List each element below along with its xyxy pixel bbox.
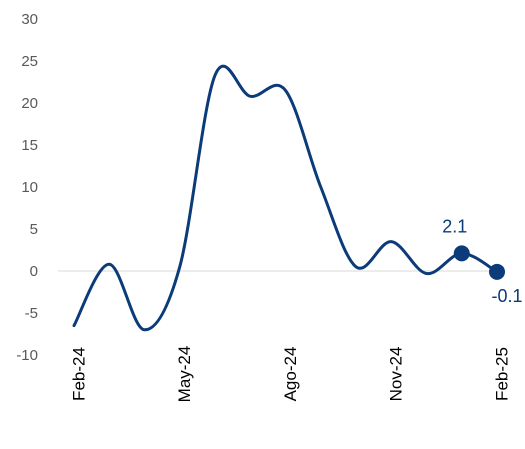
- data-point: [453, 245, 470, 262]
- x-tick-label: Ago-24: [281, 347, 300, 402]
- x-tick-label: Feb-25: [492, 347, 511, 401]
- data-point: [489, 263, 505, 280]
- y-tick-label: 15: [21, 137, 38, 154]
- y-tick-label: 20: [21, 95, 38, 112]
- x-tick-label: May-24: [175, 346, 194, 403]
- y-tick-label: 25: [21, 53, 38, 70]
- y-tick-label: -5: [25, 305, 38, 322]
- series-line-0: [72, 64, 499, 332]
- y-tick-label: 0: [30, 263, 38, 280]
- y-tick-label: 5: [30, 221, 38, 238]
- x-tick-label: Nov-24: [387, 347, 406, 402]
- y-tick-label: 10: [21, 179, 38, 196]
- data-label: -0.1: [491, 286, 522, 306]
- y-tick-label: 30: [21, 11, 38, 28]
- x-tick-label: Feb-24: [69, 347, 88, 401]
- y-tick-label: -10: [16, 347, 38, 364]
- data-label: 2.1: [442, 216, 467, 236]
